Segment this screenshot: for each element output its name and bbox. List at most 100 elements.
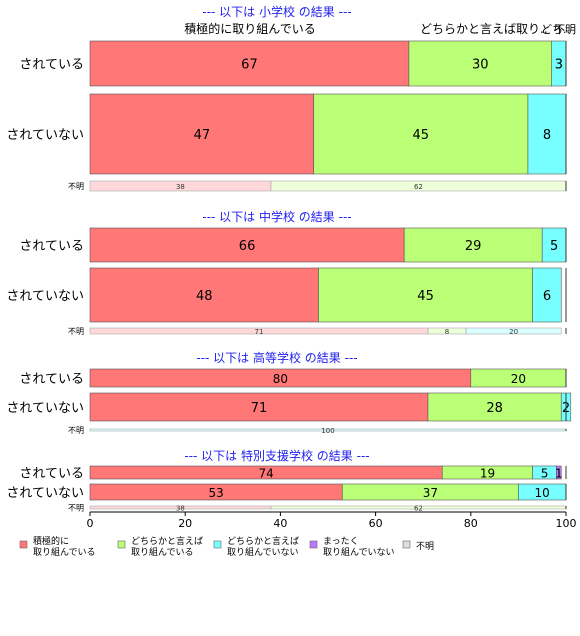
legend-swatch xyxy=(19,540,28,549)
bar-segment xyxy=(532,267,562,323)
data-label: 10 xyxy=(535,486,550,500)
legend-swatch xyxy=(117,540,126,549)
bar-row: 不明 38 62 xyxy=(68,180,567,192)
row-label: 不明 xyxy=(68,182,84,191)
bar-segment xyxy=(89,40,410,87)
panel-title: --- 以下は 中学校 の結果 --- xyxy=(202,209,351,224)
bar-segment xyxy=(313,93,529,175)
data-label: 66 xyxy=(239,239,256,254)
row-label: されている xyxy=(19,467,84,482)
x-tick-label: 60 xyxy=(369,517,383,530)
legend-label: 取り組んでいない xyxy=(323,546,395,558)
data-label: 45 xyxy=(417,289,434,304)
panel-title: --- 以下は 特別支援学校 の結果 --- xyxy=(184,448,369,463)
row-label: 不明 xyxy=(68,327,84,336)
bar-segment xyxy=(89,267,319,323)
legend-label: 取り組んでいない xyxy=(227,546,299,558)
bar-segment xyxy=(318,267,533,323)
bar-row: されている 74 19 5 1 xyxy=(19,465,567,482)
bar-segment xyxy=(527,93,567,175)
bar-segment xyxy=(465,327,562,335)
data-label: 28 xyxy=(486,401,503,416)
column-header: どち.. xyxy=(541,23,570,36)
row-label: されている xyxy=(19,239,84,254)
data-label: 20 xyxy=(511,372,526,386)
row-label: されていない xyxy=(6,486,84,501)
panel-title: --- 以下は 高等学校 の結果 --- xyxy=(196,350,357,365)
row-label: されていない xyxy=(6,289,84,304)
data-label: 80 xyxy=(273,372,288,386)
data-label: 47 xyxy=(194,128,211,143)
bar-segment xyxy=(403,227,543,263)
legend-label: 取り組んでいる xyxy=(131,546,194,558)
data-label: 38 xyxy=(176,183,185,191)
x-tick-label: 100 xyxy=(556,517,577,530)
bar-row: されていない 48 45 6 xyxy=(6,267,567,323)
bar-row: されている 67 30 3 xyxy=(19,40,567,87)
data-label: 100 xyxy=(321,427,334,435)
bar-segment xyxy=(89,227,405,263)
data-label: 71 xyxy=(255,328,264,336)
data-label: 71 xyxy=(251,401,268,416)
data-label: 1 xyxy=(555,467,563,481)
panel-2: --- 以下は 中学校 の結果 --- されている 66 29 5 されていない 48 45 6… xyxy=(6,209,567,336)
data-label: 62 xyxy=(414,505,423,513)
legend-label: 取り組んでいる xyxy=(33,546,96,558)
bar-row: 不明 100 xyxy=(68,426,567,435)
data-label: 62 xyxy=(414,183,423,191)
bar-row: 不明 71 8 20 xyxy=(68,327,567,336)
bar-row: されていない 53 37 10 xyxy=(6,483,567,501)
row-label: されている xyxy=(19,372,84,387)
data-label: 37 xyxy=(423,486,438,500)
bar-segment xyxy=(556,465,562,480)
row-label: されていない xyxy=(6,128,84,143)
bar-row: 不明 38 62 xyxy=(68,504,567,513)
panel-title: --- 以下は 小学校 の結果 --- xyxy=(202,4,351,19)
data-label: 19 xyxy=(480,467,495,481)
data-label: 30 xyxy=(472,58,489,73)
data-label: 3 xyxy=(555,58,563,73)
row-label: 不明 xyxy=(68,426,84,435)
legend-label: 不明 xyxy=(416,541,434,552)
legend-swatch xyxy=(309,540,318,549)
data-label: 5 xyxy=(541,467,549,481)
data-label: 6 xyxy=(543,289,551,304)
bar-segment xyxy=(89,93,315,175)
legend-label: 積極的に xyxy=(33,535,69,547)
row-label: されていない xyxy=(6,401,84,416)
row-label: されている xyxy=(19,58,84,73)
data-label: 45 xyxy=(413,128,430,143)
legend: 積極的に取り組んでいるどちらかと言えば取り組んでいるどちらかと言えば取り組んでい… xyxy=(19,535,434,558)
legend-label: まったく xyxy=(323,536,359,547)
x-tick-label: 20 xyxy=(178,517,192,530)
legend-item: 不明 xyxy=(402,540,434,552)
data-label: 5 xyxy=(550,239,558,254)
bar-row: されていない 71 28 2 xyxy=(6,392,572,422)
bar-row: されている 80 20 xyxy=(19,368,567,388)
data-label: 67 xyxy=(241,58,258,73)
data-label: 38 xyxy=(176,505,185,513)
panel-3: --- 以下は 高等学校 の結果 --- されている 80 20 されていない 71 28 2… xyxy=(6,350,572,435)
column-header: 積極的に取り組んでいる xyxy=(184,21,315,36)
row-label: 不明 xyxy=(68,504,84,513)
bar-segment xyxy=(408,40,553,87)
legend-item: 積極的に取り組んでいる xyxy=(19,535,96,558)
x-tick-label: 0 xyxy=(87,517,94,530)
x-tick-label: 40 xyxy=(273,517,287,530)
x-tick-label: 80 xyxy=(464,517,478,530)
data-label: 29 xyxy=(465,239,482,254)
column-header: どちらかと言えば取り.. xyxy=(420,22,548,36)
data-label: 20 xyxy=(509,328,518,336)
bar-row: されていない 47 45 8 xyxy=(6,93,567,175)
panel-1: --- 以下は 小学校 の結果 --- されている 67 30 3 されていない 47 45 8… xyxy=(6,4,567,192)
column-header: 不明 xyxy=(554,23,576,36)
bar-segment xyxy=(89,392,429,422)
panel-4: --- 以下は 特別支援学校 の結果 --- されている 74 19 5 1 されていない 5… xyxy=(6,448,567,513)
data-label: 8 xyxy=(543,128,551,143)
bar-row: されている 66 29 5 xyxy=(19,227,567,263)
data-label: 74 xyxy=(258,467,273,481)
